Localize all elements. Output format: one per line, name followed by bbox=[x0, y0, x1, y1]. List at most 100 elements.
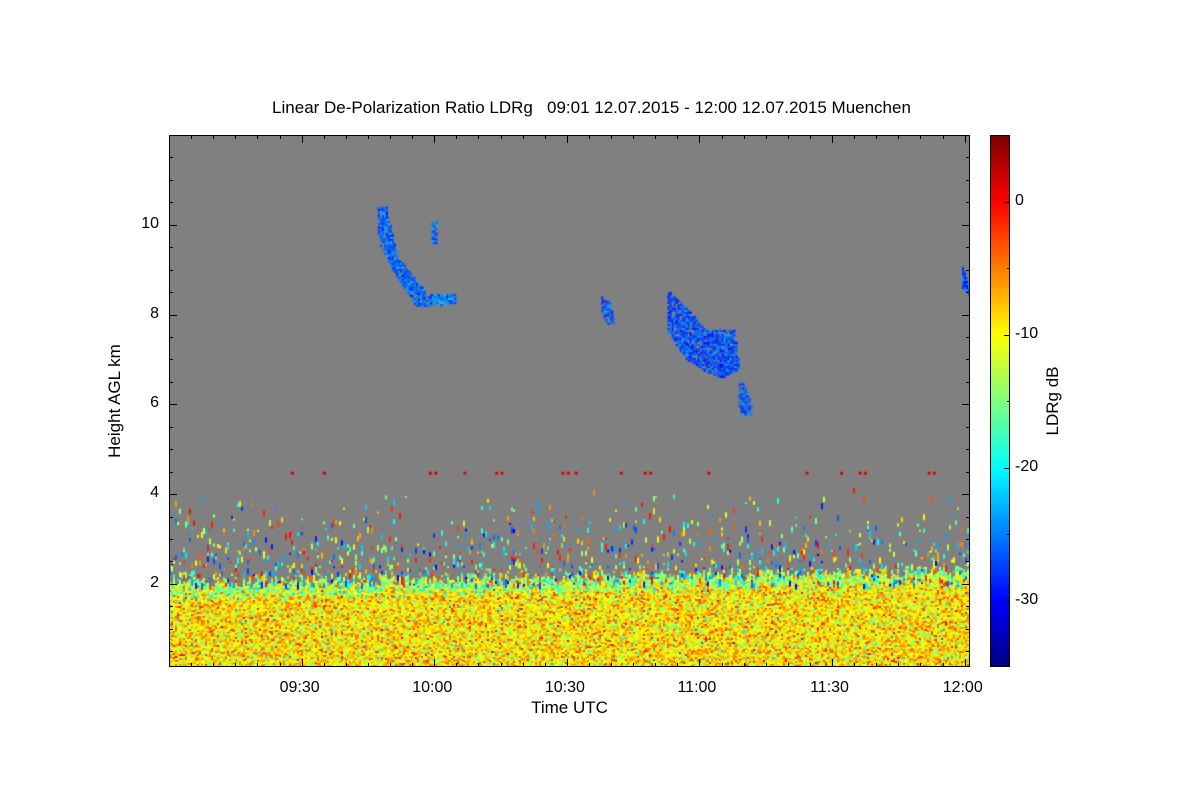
x-tick-label: 10:30 bbox=[544, 679, 585, 696]
x-tick-mark-top bbox=[500, 135, 502, 139]
x-tick-label: 09:30 bbox=[279, 679, 320, 696]
x-tick-mark bbox=[743, 663, 745, 667]
x-tick-mark bbox=[456, 663, 458, 667]
colorbar-tick-label: -10 bbox=[1015, 324, 1039, 342]
x-tick-mark-top bbox=[588, 135, 590, 139]
y-tick-mark-right bbox=[966, 179, 970, 181]
x-tick-mark-top bbox=[434, 135, 436, 143]
x-tick-mark bbox=[898, 663, 900, 667]
y-tick-mark bbox=[169, 606, 173, 608]
y-tick-mark-right bbox=[966, 606, 970, 608]
y-tick-mark-right bbox=[962, 314, 970, 316]
x-tick-mark-top bbox=[633, 135, 635, 139]
y-tick-mark-right bbox=[966, 359, 970, 361]
y-tick-label: 8 bbox=[150, 304, 159, 322]
x-tick-mark bbox=[522, 663, 524, 667]
y-tick-mark-right bbox=[966, 471, 970, 473]
colorbar-label: LDRg dB bbox=[1043, 366, 1062, 436]
x-tick-mark bbox=[213, 663, 215, 667]
y-tick-mark bbox=[169, 247, 173, 249]
y-tick-mark-right bbox=[962, 583, 970, 585]
y-tick-mark-right bbox=[966, 381, 970, 383]
y-tick-mark-right bbox=[962, 494, 970, 496]
y-tick-mark bbox=[169, 292, 173, 294]
x-tick-mark-top bbox=[677, 135, 679, 139]
y-tick-mark bbox=[169, 561, 173, 563]
x-tick-mark bbox=[677, 663, 679, 667]
x-tick-mark bbox=[854, 663, 856, 667]
y-tick-mark bbox=[169, 539, 173, 541]
x-tick-mark bbox=[942, 663, 944, 667]
x-tick-mark bbox=[787, 663, 789, 667]
x-tick-mark-top bbox=[323, 135, 325, 139]
y-tick-mark bbox=[169, 359, 173, 361]
x-tick-mark-top bbox=[279, 135, 281, 139]
colorbar-tick-label: -30 bbox=[1015, 590, 1039, 608]
colorbar-tick-mark bbox=[1004, 201, 1010, 203]
x-tick-mark bbox=[964, 659, 966, 667]
colorbar-tick-mark bbox=[1007, 534, 1010, 535]
colorbar-tick-label: 0 bbox=[1015, 191, 1024, 209]
y-tick-mark bbox=[169, 426, 173, 428]
x-tick-mark bbox=[301, 659, 303, 667]
x-tick-mark bbox=[500, 663, 502, 667]
x-tick-mark-top bbox=[765, 135, 767, 139]
colorbar-tick-label: -20 bbox=[1015, 457, 1039, 475]
y-tick-mark-right bbox=[966, 337, 970, 339]
x-tick-mark bbox=[876, 663, 878, 667]
x-tick-mark bbox=[323, 663, 325, 667]
colorbar-tick-mark bbox=[1004, 467, 1010, 469]
x-tick-label: 10:00 bbox=[412, 679, 453, 696]
y-tick-mark bbox=[169, 651, 173, 653]
x-tick-mark bbox=[257, 663, 259, 667]
x-tick-mark-top bbox=[655, 135, 657, 139]
x-tick-mark bbox=[588, 663, 590, 667]
x-tick-mark bbox=[832, 659, 834, 667]
y-tick-mark-right bbox=[966, 539, 970, 541]
x-tick-mark bbox=[235, 663, 237, 667]
y-tick-mark bbox=[169, 224, 177, 226]
colorbar-tick-mark bbox=[1007, 268, 1010, 269]
x-tick-mark bbox=[191, 663, 193, 667]
x-tick-mark-top bbox=[566, 135, 568, 143]
x-tick-mark bbox=[390, 663, 392, 667]
x-tick-mark-top bbox=[743, 135, 745, 139]
y-tick-mark bbox=[169, 628, 173, 630]
x-tick-mark-top bbox=[699, 135, 701, 143]
y-tick-mark bbox=[169, 471, 173, 473]
x-tick-mark-top bbox=[301, 135, 303, 143]
y-tick-mark-right bbox=[966, 426, 970, 428]
y-tick-mark bbox=[169, 179, 173, 181]
x-tick-mark bbox=[699, 659, 701, 667]
y-tick-label: 2 bbox=[150, 573, 159, 591]
x-tick-mark-top bbox=[456, 135, 458, 139]
x-tick-mark-top bbox=[942, 135, 944, 139]
x-tick-mark bbox=[434, 659, 436, 667]
y-tick-mark-right bbox=[966, 628, 970, 630]
x-tick-mark bbox=[367, 663, 369, 667]
x-tick-mark-top bbox=[478, 135, 480, 139]
x-tick-mark bbox=[655, 663, 657, 667]
x-tick-mark bbox=[345, 663, 347, 667]
heatmap-plot-area bbox=[169, 135, 970, 667]
x-tick-mark-top bbox=[345, 135, 347, 139]
x-tick-mark bbox=[721, 663, 723, 667]
x-axis-label: Time UTC bbox=[531, 698, 608, 717]
x-tick-label: 12:00 bbox=[942, 679, 983, 696]
x-tick-mark-top bbox=[235, 135, 237, 139]
x-tick-mark bbox=[544, 663, 546, 667]
x-tick-mark-top bbox=[213, 135, 215, 139]
x-tick-mark-top bbox=[809, 135, 811, 139]
y-tick-mark-right bbox=[966, 651, 970, 653]
y-axis-label: Height AGL km bbox=[105, 344, 124, 458]
chart-title: Linear De-Polarization Ratio LDRg 09:01 … bbox=[272, 98, 911, 117]
y-tick-mark-right bbox=[966, 157, 970, 159]
x-tick-mark-top bbox=[544, 135, 546, 139]
x-tick-mark-top bbox=[412, 135, 414, 139]
y-tick-mark-right bbox=[966, 292, 970, 294]
x-tick-mark-top bbox=[854, 135, 856, 139]
y-tick-mark bbox=[169, 494, 177, 496]
x-tick-mark-top bbox=[876, 135, 878, 139]
y-tick-mark-right bbox=[966, 269, 970, 271]
